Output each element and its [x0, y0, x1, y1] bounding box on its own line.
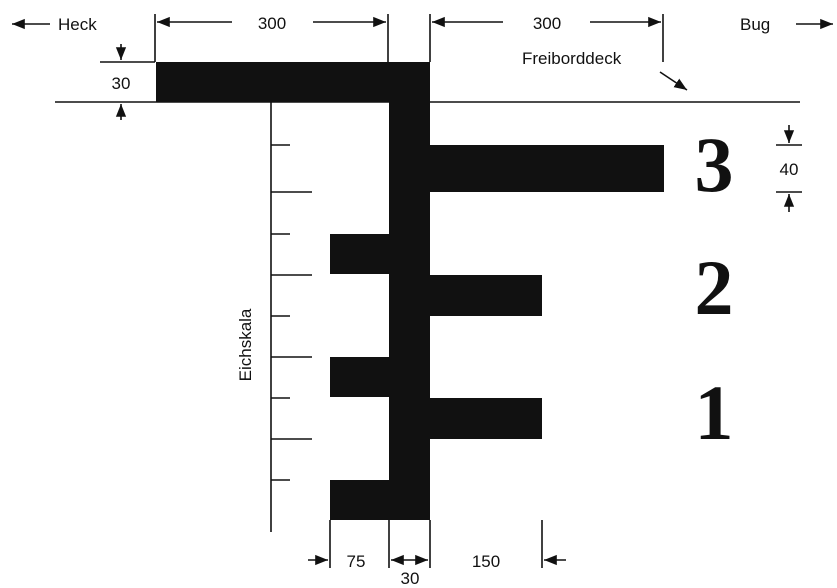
- bug-label: Bug: [740, 15, 770, 34]
- aft-bar-middle: [330, 357, 389, 397]
- bar-mark-2: [430, 275, 542, 316]
- vertical-bar: [389, 62, 430, 520]
- dim-fwd-length: 300: [533, 14, 561, 33]
- dim-long-bar-length: 150: [472, 552, 500, 571]
- freiborddeck-label: Freiborddeck: [522, 49, 622, 68]
- heck-label: Heck: [58, 15, 97, 34]
- deck-plate-bar: [156, 62, 430, 102]
- bar-mark-3: [430, 145, 664, 192]
- eichskala-ticks: [271, 144, 312, 481]
- dim-bar-thickness: 40: [780, 160, 799, 179]
- aft-bar-lower: [330, 480, 389, 520]
- freiborddeck-arrow: [659, 71, 688, 91]
- dim-aft-length: 300: [258, 14, 286, 33]
- dim-short-bar-length: 75: [347, 552, 366, 571]
- mark-number-2: 2: [695, 244, 734, 331]
- mark-number-1: 1: [695, 369, 734, 456]
- mark-number-3: 3: [695, 121, 734, 208]
- dim-deck-thickness: 30: [112, 74, 131, 93]
- bar-mark-1: [430, 398, 542, 439]
- eichskala-label: Eichskala: [236, 308, 255, 381]
- aft-bar-upper: [330, 234, 389, 274]
- dim-vertical-thickness: 30: [401, 569, 420, 588]
